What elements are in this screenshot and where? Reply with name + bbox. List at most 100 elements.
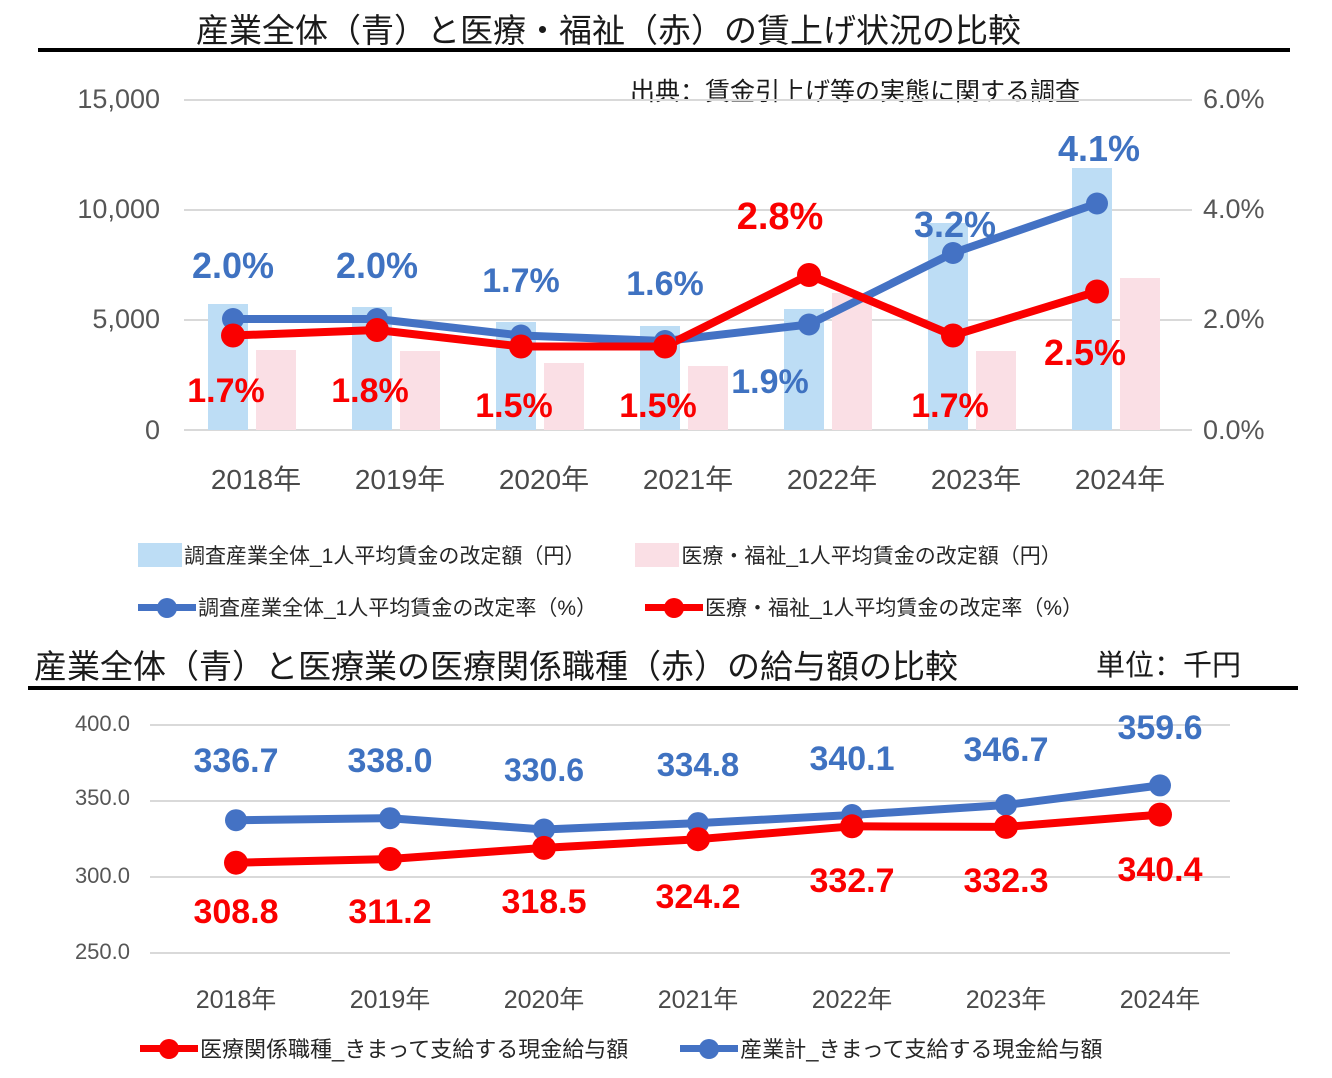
chart1-line-layer	[221, 192, 1109, 359]
bar-swatch-pink-icon	[635, 543, 680, 567]
chart1-bar-pink-2019	[400, 351, 440, 430]
chart1-label-red-2019: 1.8%	[331, 372, 409, 410]
chart2-point-blue	[225, 809, 247, 832]
chart1-legend-label-bar-medical: 医療・福祉_1人平均賃金の改定額（円）	[681, 545, 1062, 568]
chart2-xtick-2019: 2019年	[349, 986, 431, 1014]
chart2-xtick-2020: 2020年	[503, 986, 585, 1014]
chart1-xtick-2018: 2018年	[210, 464, 302, 495]
chart1-legend-item-bar-all[interactable]: 調査産業全体_1人平均賃金の改定額（円）	[138, 540, 585, 570]
chart1-title: 産業全体（青）と医療・福祉（赤）の賃上げ状況の比較	[196, 12, 1021, 49]
chart1-ytick-left-2: 5,000	[92, 304, 160, 334]
chart1-ytick-right-1: 4.0%	[1203, 194, 1265, 224]
chart2-title-underline	[28, 686, 1298, 690]
line-marker-red-icon	[645, 596, 704, 618]
chart1-label-red-2024: 2.5%	[1043, 332, 1127, 373]
chart2-point-red	[532, 835, 556, 860]
chart1-point-red	[1085, 279, 1109, 304]
chart1-label-red-2018: 1.7%	[187, 372, 265, 410]
chart1-label-blue-2018: 2.0%	[191, 245, 275, 286]
chart2-point-red	[1148, 802, 1172, 827]
chart2-title: 産業全体（青）と医療業の医療関係職種（赤）の給与額の比較	[34, 648, 958, 685]
line-marker-blue-icon	[680, 1037, 739, 1059]
chart2-xtick-2018: 2018年	[195, 986, 277, 1014]
chart1-legend-item-bar-medical[interactable]: 医療・福祉_1人平均賃金の改定額（円）	[635, 540, 1062, 570]
chart1-label-blue-2021: 1.6%	[626, 265, 704, 303]
chart1-ytick-right-2: 2.0%	[1203, 304, 1265, 334]
chart1-bar-pink-2023	[976, 351, 1016, 430]
chart1-label-blue-2023: 3.2%	[913, 204, 997, 245]
chart2-xtick-2021: 2021年	[657, 986, 739, 1014]
chart2-legend-item-all[interactable]: 産業計_きまって支給する現金給与額	[680, 1032, 1103, 1064]
chart1-xtick-2021: 2021年	[642, 464, 734, 495]
chart2-unit-label: 単位：千円	[1096, 650, 1242, 682]
chart2-gridline-350	[150, 800, 1230, 802]
chart1-bar-pink-2018	[256, 350, 296, 430]
chart1-xtick-2019: 2019年	[354, 464, 446, 495]
chart1-point-red	[221, 323, 245, 348]
chart1-gridline-0	[184, 429, 1192, 431]
chart2-label-blue-2024: 359.6	[1117, 709, 1203, 747]
chart2-label-red-2018: 308.8	[193, 893, 279, 931]
chart2-legend-item-medical[interactable]: 医療関係職種_きまって支給する現金給与額	[140, 1032, 628, 1064]
chart1-gridline-5000	[184, 319, 1192, 321]
chart1-point-blue	[798, 313, 820, 336]
chart2-xtick-2024: 2024年	[1119, 986, 1201, 1014]
chart1-ytick-left-3: 0	[144, 415, 160, 445]
chart2-gridline-400	[150, 724, 1230, 726]
chart2-line-layer	[224, 774, 1172, 875]
chart1-legend-row-lines: 調査産業全体_1人平均賃金の改定率（%） 医療・福祉_1人平均賃金の改定率（%）	[138, 592, 1083, 622]
chart1-label-blue-2024: 4.1%	[1057, 128, 1141, 169]
chart1-legend-label-bar-all: 調査産業全体_1人平均賃金の改定額（円）	[184, 545, 586, 568]
chart1-point-blue	[942, 242, 964, 264]
chart1-point-red	[941, 323, 965, 348]
chart1-ytick-left-1: 10,000	[77, 194, 160, 224]
chart2-ytick-400: 400.0	[74, 711, 130, 736]
chart1-label-blue-2020: 1.7%	[482, 262, 560, 300]
chart2-label-blue-2018: 336.7	[193, 742, 279, 780]
chart1-label-red-2020: 1.5%	[475, 387, 553, 425]
chart1-ytick-right-0: 6.0%	[1203, 84, 1265, 114]
chart1-label-red-2022: 2.8%	[736, 196, 824, 238]
chart1-gridline-10000	[184, 209, 1192, 211]
chart1-legend-item-line-medical[interactable]: 医療・福祉_1人平均賃金の改定率（%）	[645, 592, 1083, 622]
chart2-label-blue-2022: 340.1	[809, 740, 895, 778]
chart2-point-red	[686, 827, 710, 852]
chart2-label-blue-2020: 330.6	[503, 752, 585, 788]
chart1-xtick-2024: 2024年	[1074, 464, 1166, 495]
chart1-ytick-left-0: 15,000	[77, 84, 160, 114]
chart1-point-blue	[1086, 192, 1108, 215]
chart1-gridline-15000	[184, 99, 1192, 101]
chart1-bar-pink-2020	[544, 363, 584, 430]
chart1-xtick-2023: 2023年	[930, 464, 1022, 495]
chart1-source-note: 出典：賃金引上げ等の実態に関する調査	[630, 78, 1081, 106]
chart1-bar-pink-2022	[832, 293, 872, 430]
chart1-point-red	[365, 318, 389, 342]
chart2-label-blue-2019: 338.0	[347, 742, 433, 780]
chart2-point-red	[224, 850, 248, 875]
chart2-label-blue-2021: 334.8	[656, 746, 740, 783]
chart2-legend-row: 医療関係職種_きまって支給する現金給与額 産業計_きまって支給する現金給与額	[140, 1032, 1103, 1064]
chart2-point-blue	[1149, 774, 1171, 797]
chart2-point-blue	[533, 818, 555, 841]
chart2-point-red	[840, 814, 864, 839]
chart1-legend-label-line-medical: 医療・福祉_1人平均賃金の改定率（%）	[705, 597, 1084, 620]
chart1-title-underline	[38, 48, 1290, 52]
chart2-xtick-2022: 2022年	[811, 986, 893, 1014]
chart2-label-red-2020: 318.5	[501, 883, 587, 921]
line-marker-blue-icon	[138, 596, 196, 618]
chart2-gridline-300	[150, 876, 1230, 878]
chart1-label-red-2021: 1.5%	[619, 387, 697, 425]
chart1-legend-row-bars: 調査産業全体_1人平均賃金の改定額（円） 医療・福祉_1人平均賃金の改定額（円）	[138, 540, 1062, 570]
line-marker-red-icon	[140, 1037, 198, 1059]
chart1-legend-item-line-all[interactable]: 調査産業全体_1人平均賃金の改定率（%）	[138, 592, 597, 622]
chart1-legend-label-line-all: 調査産業全体_1人平均賃金の改定率（%）	[198, 597, 598, 620]
chart1-point-blue	[222, 308, 244, 330]
chart1-point-red	[653, 334, 677, 359]
chart2-label-blue-2023: 346.7	[963, 731, 1049, 769]
chart1-xtick-2022: 2022年	[786, 464, 878, 495]
chart1-point-red	[509, 334, 533, 359]
chart2-label-red-2023: 332.3	[963, 862, 1049, 900]
bar-swatch-blue-icon	[138, 543, 182, 567]
chart2-point-blue	[995, 794, 1017, 816]
